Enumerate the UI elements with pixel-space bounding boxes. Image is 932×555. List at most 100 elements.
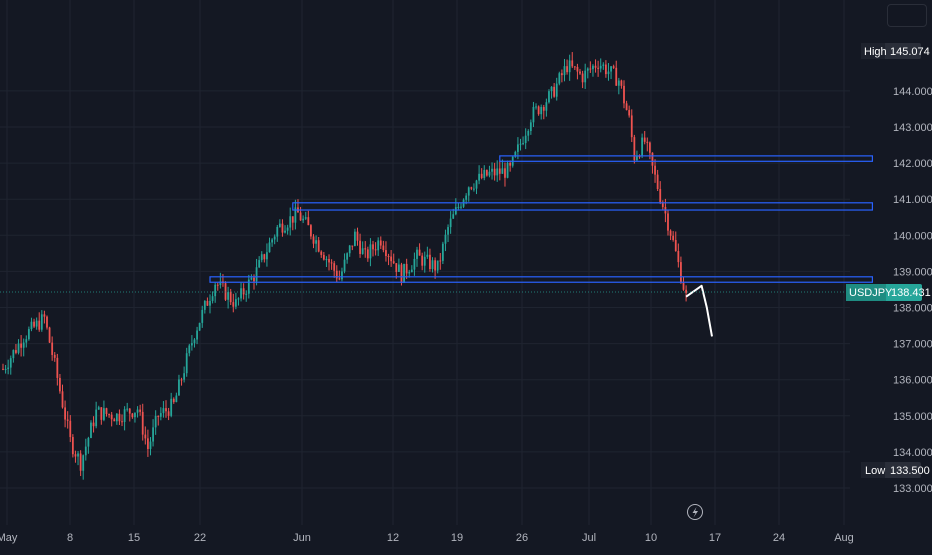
candle-body [504,168,506,178]
candle-body [628,110,631,116]
candle-body [390,256,393,262]
candle-body [84,446,87,456]
level-zone[interactable] [292,202,873,211]
candle-body [434,260,437,271]
candle-body [180,379,183,381]
candle-body [478,173,480,181]
candle-body [354,231,356,247]
candle-body [185,353,188,374]
candle-body [366,249,369,259]
time-tick-label: 22 [194,532,206,544]
candle-body [485,169,488,176]
price-tick-label: 142.000 [893,158,932,170]
candle-body [53,354,56,358]
candle-body [630,115,633,138]
candle-body [281,223,284,233]
time-tick-label: 10 [645,532,657,544]
candle-body [597,67,600,69]
candle-body [66,419,69,421]
candle-body [203,300,206,310]
candle-body [346,253,349,260]
price-tick-label: 144.000 [893,86,932,98]
candle-body [43,314,46,317]
candle-body [82,455,85,471]
projection-path[interactable] [685,284,713,337]
candle-body [480,173,483,178]
candle-body [488,171,491,176]
candle-body [397,264,400,272]
candle-body [413,258,416,270]
candle-body [648,142,651,153]
candle-body [356,231,359,241]
candle-body [506,162,509,178]
candle-body [617,80,620,86]
candle-body [157,415,160,417]
candle-body [333,263,336,271]
candle-body [599,65,602,69]
low-label: Low [865,465,885,477]
candle-body [149,441,152,449]
candle-body [12,350,15,359]
chart-menu-button[interactable] [887,4,927,27]
candle-body [100,407,103,420]
time-axis[interactable]: May 8 15 22 Jun 12 19 26 Jul 10 17 24 Aug [0,532,854,544]
candle-body [193,339,196,344]
price-tick-label: 136.000 [893,375,932,387]
projection-drawing[interactable] [685,284,713,337]
candle-body [260,254,263,261]
candle-body [548,91,550,103]
candle-body [672,235,675,240]
candle-body [602,64,605,66]
price-tick-label: 143.000 [893,122,932,134]
lightning-icon[interactable] [687,504,703,520]
high-label: High [864,46,887,58]
candle-body [263,254,266,260]
candle-body [284,230,286,233]
high-value: 145.074 [890,46,930,58]
candle-body [392,261,395,264]
time-tick-label: 17 [709,532,721,544]
candle-body [563,66,566,76]
candle-body [509,162,512,166]
candle-body [558,73,561,84]
candle-body [175,395,178,403]
candle-body [183,373,186,380]
candle-body [633,137,636,161]
price-axis[interactable]: 133.000 134.000 135.000 136.000 137.000 138.0… [893,86,932,495]
candle-body [56,357,59,378]
candle-body [325,258,328,260]
candle-body [473,188,475,190]
candle-body [361,248,364,254]
candle-body [612,66,615,68]
candle-body [369,244,372,259]
candle-body [643,137,646,142]
support-resistance-levels[interactable] [209,155,874,283]
candle-body [242,288,245,295]
price-tick-label: 135.000 [893,411,932,423]
candle-body [682,282,685,290]
candle-body [604,64,607,75]
candle-body [118,413,121,422]
price-tick-label: 141.000 [893,194,932,206]
high-badge: High 145.074 [861,43,930,59]
candle-body [382,245,385,251]
candle-body [22,342,25,348]
level-zone[interactable] [499,155,873,162]
candle-body [403,263,405,283]
candle-body [341,271,343,280]
candle-body [589,68,592,70]
candle-body [278,223,281,227]
candle-body [431,260,434,270]
candle-body [571,60,574,67]
candle-body [416,249,418,259]
candle-body [576,66,579,72]
low-badge: Low 133.500 [861,462,930,478]
candle-body [4,368,7,370]
time-tick-label: 26 [516,532,528,544]
candle-body [348,245,351,254]
candle-body [677,251,680,263]
candle-body [470,187,473,189]
level-zone[interactable] [209,276,874,283]
